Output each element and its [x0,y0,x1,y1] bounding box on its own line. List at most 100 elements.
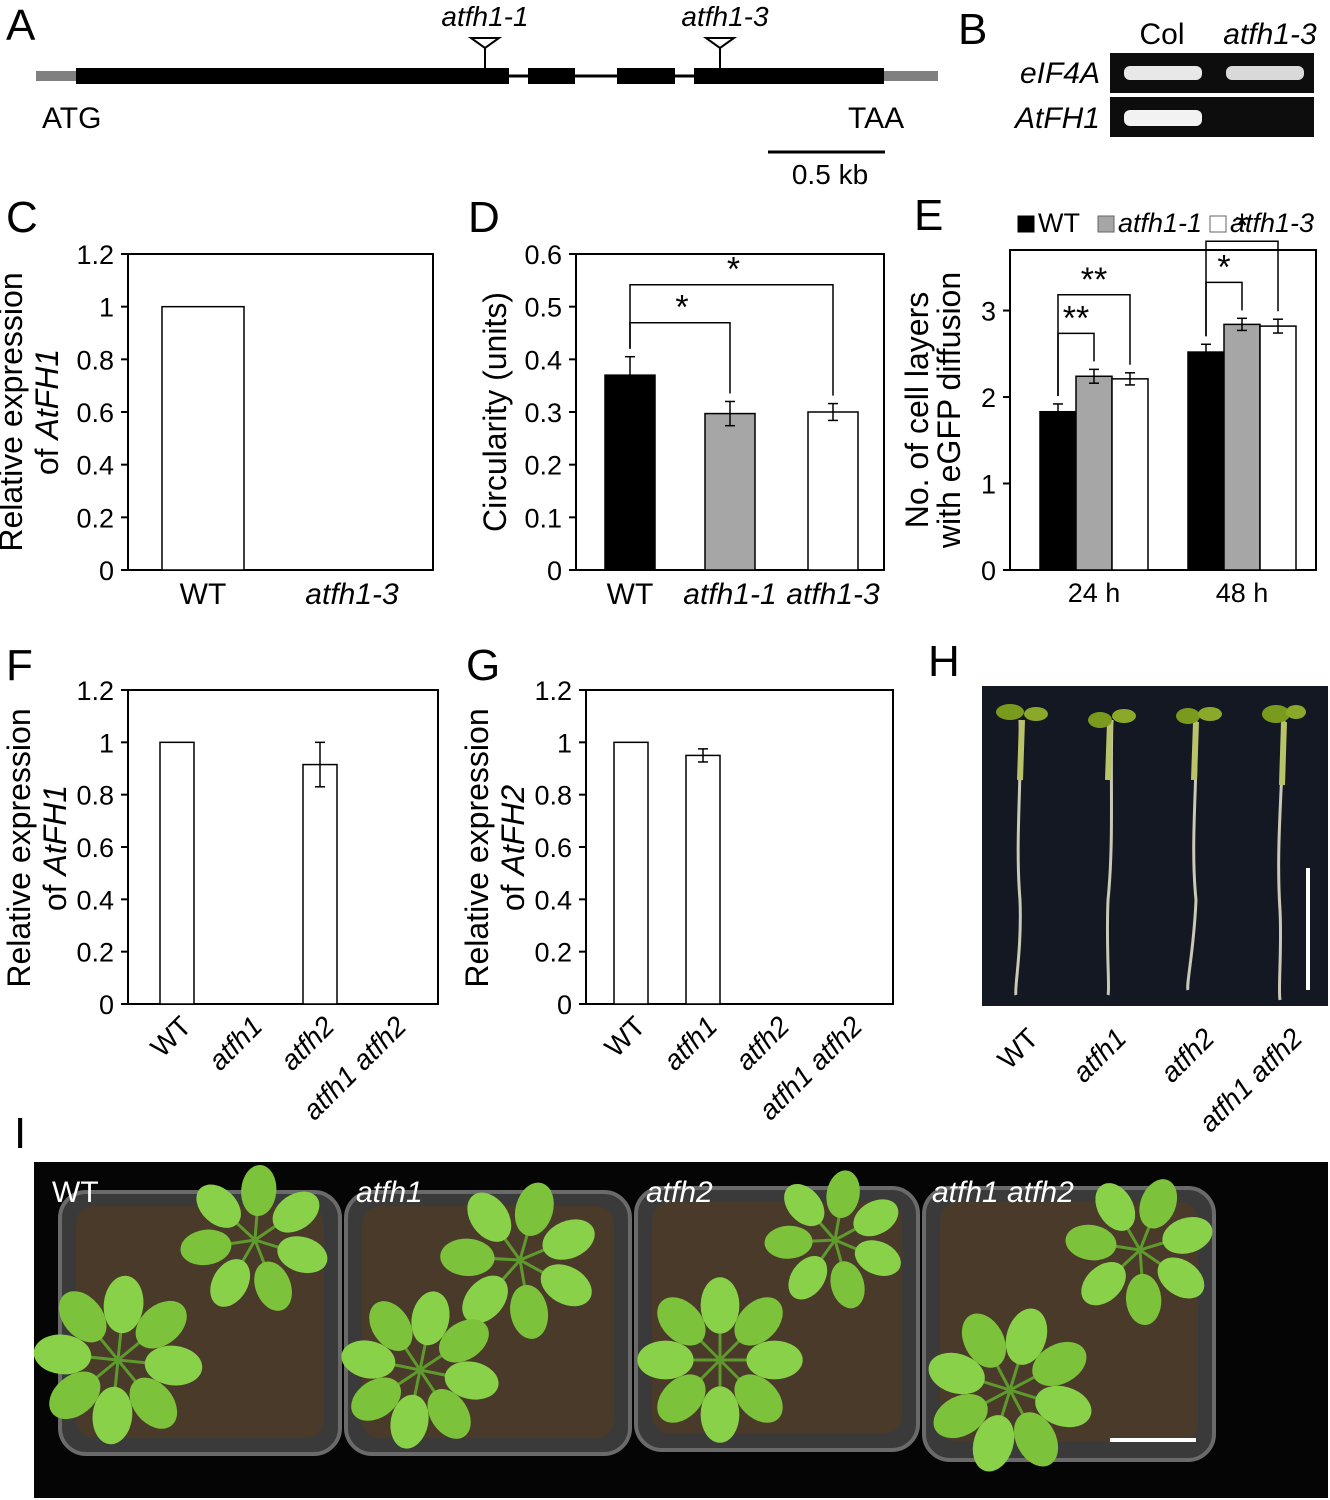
y-tick-label-F: 1 [99,728,114,758]
bar-E [1259,325,1297,571]
exon-3 [617,68,675,84]
cotyledon-atfh1-right [1112,709,1136,723]
gene-structure-diagram: atfh1-1 atfh1-3 ATG TAA 0.5 kb [36,1,938,190]
x-tick-label-D: atfh1-3 [786,578,880,611]
y-tick-label-E: 3 [981,297,996,327]
rosette-leaf [1125,1273,1162,1326]
bar-C [161,305,245,571]
rosette-leaf [1065,1224,1117,1261]
stop-codon-label: TAA [848,102,904,135]
y-axis-label-F: Relative expression [1,708,37,987]
rosette-atfh1-2 [341,1291,499,1449]
rosette-leaf [961,1313,1007,1368]
gel-header-col: Col [1139,18,1184,51]
seedlings [996,704,1306,1001]
gel-header-mutant: atfh1-3 [1223,18,1317,51]
x-tick-label-C: atfh1-3 [305,578,399,611]
y-tick-label-C: 0 [99,556,114,586]
rosette-atfh2-2 [637,1277,803,1443]
rosette-leaf [700,1386,740,1443]
y-tick-label-E: 2 [981,383,996,413]
band-eif4a-mutant [1226,66,1304,80]
rosette-leaf [129,1377,178,1429]
significance-marker-E: * [1217,248,1230,286]
pot-label-atfh1: atfh1 [356,1176,423,1209]
x-tick-label-E: 24 h [1068,578,1121,608]
allele-label-atfh1-3: atfh1-3 [681,1,769,32]
pot-label-atfh2: atfh2 [646,1176,713,1209]
legend-swatch-E [1017,215,1035,233]
allele-label-atfh1-1: atfh1-1 [441,1,528,32]
rosette-atfh2-1 [764,1170,901,1309]
rosette-leaf [210,1259,251,1307]
rosette-leaf [135,1300,187,1349]
rosette-leaf [1005,1308,1048,1365]
bar-D [704,412,756,571]
cotyledon-atfh2-left [1176,708,1200,724]
bar-E [1111,378,1149,571]
rosette-leaf [1095,1183,1136,1231]
y-tick-label-F: 0.6 [76,833,114,863]
panel-label-b: B [958,5,987,54]
exon-2 [528,68,575,84]
y-tick-label-D: 0.3 [524,398,562,428]
rosette-leaf [1081,1262,1126,1306]
y-tick-label-F: 0.8 [76,781,114,811]
rosette-leaf [1162,1217,1213,1254]
rosette-leaf [637,1340,694,1380]
bar-G [613,741,649,1005]
y-tick-label-G: 1 [557,728,572,758]
rosette-leaf [510,1284,549,1339]
panel-label-i: I [14,1109,26,1158]
pot-label-double: atfh1 atfh2 [932,1176,1074,1209]
cotyledon-double-left [1262,705,1290,723]
y-tick-label-G: 1.2 [534,676,572,706]
significance-marker-E: ** [1081,261,1107,299]
y-tick-label-D: 0.1 [524,503,562,533]
rosette-leaf [180,1229,232,1266]
y-axis-label-C: Relative expression [0,272,29,551]
seedling-hypocotyl-double [1279,721,1287,786]
y-axis-label-D: Circularity (units) [477,292,513,532]
seedling-hypocotyl-atfh1 [1105,721,1113,781]
y-tick-label-D: 0.2 [524,451,562,481]
tdna-insertion-marker-1 [467,37,503,50]
y-tick-label-C: 0.6 [76,398,114,428]
rosette-leaf [784,1184,825,1227]
rosettes [33,1164,1213,1472]
y-axis-label-line2-E: with eGFP diffusion [931,272,967,549]
rosette-leaf [196,1184,241,1228]
rosette-leaf [33,1334,92,1375]
bar-E [1039,410,1077,571]
bar-F [159,741,195,1005]
rosette-leaf [144,1345,203,1386]
significance-marker-D: * [675,289,688,327]
scale-bar-label: 0.5 kb [792,159,868,190]
cotyledon-atfh1-left [1088,712,1112,728]
x-tick-label-C: WT [180,578,227,611]
rosette-leaf [1032,1341,1087,1387]
band-atfh1-col [1124,110,1202,126]
panel-label-d: D [468,193,500,242]
band-eif4a-col [1124,66,1202,80]
y-tick-label-G: 0.4 [534,885,572,915]
rosette-leaf [462,1275,508,1324]
rosette-leaf [854,1240,901,1276]
rosette-leaf [1139,1179,1178,1229]
y-tick-label-C: 0.4 [76,451,114,481]
rosette-leaf [734,1374,783,1423]
rosette-leaf [657,1297,706,1346]
panel-label-a: A [6,1,36,50]
significance-marker-E: ** [1063,299,1089,337]
x-tick-label-E: 48 h [1216,578,1269,608]
y-tick-label-D: 0.6 [524,240,562,270]
y-tick-label-E: 0 [981,556,996,586]
significance-bracket-E [1057,294,1131,396]
gel-row-label-atfh1: AtFH1 [1013,102,1100,135]
rosette-leaf [700,1277,740,1334]
rosette-leaf [972,1415,1015,1472]
panel-label-e: E [914,191,943,240]
rosette-leaf [439,1319,489,1363]
rosette-leaf [1157,1257,1205,1299]
y-tick-label-F: 0 [99,990,114,1020]
